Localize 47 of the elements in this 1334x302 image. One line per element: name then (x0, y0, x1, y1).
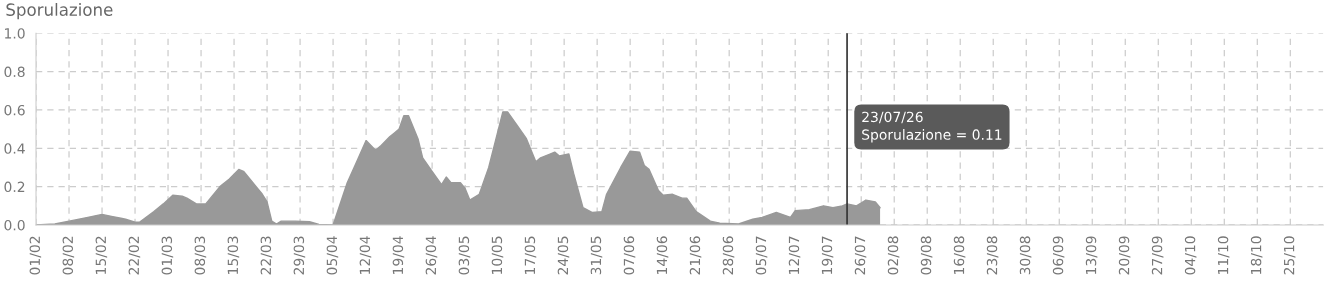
x-tick-label: 03/05 (458, 236, 471, 275)
x-tick-label: 26/07 (854, 236, 867, 275)
x-tick-label: 22/03 (260, 236, 273, 275)
x-tick-label: 17/05 (524, 236, 537, 274)
x-tick-label: 25/10 (1283, 236, 1296, 275)
x-tick-label: 18/10 (1250, 236, 1263, 274)
x-tick-label: 15/02 (95, 236, 108, 274)
x-tick-label: 16/08 (953, 236, 966, 274)
x-tick-label: 08/03 (194, 236, 207, 275)
x-tick-label: 05/07 (755, 236, 768, 275)
x-tick-label: 31/05 (590, 236, 603, 275)
x-tick-label: 27/09 (1151, 236, 1164, 275)
x-tick-label: 15/03 (227, 236, 240, 274)
x-tick-label: 09/08 (920, 236, 933, 275)
y-tick-label: 0.4 (4, 143, 25, 154)
x-tick-label: 05/04 (326, 236, 339, 275)
y-tick-label: 0.6 (4, 104, 25, 116)
x-tick-label: 26/04 (425, 236, 438, 275)
x-tick-label: 19/07 (821, 236, 834, 274)
y-tick-label: 0.8 (4, 66, 25, 78)
y-tick-label: 1.0 (5, 28, 25, 39)
x-tick-label: 30/08 (1019, 236, 1032, 275)
x-tick-label: 13/09 (1085, 236, 1098, 274)
x-tick-label: 23/08 (986, 236, 999, 275)
x-tick-label: 22/02 (128, 236, 141, 275)
x-tick-label: 06/09 (1052, 236, 1065, 275)
x-tick-label: 19/04 (392, 236, 405, 274)
x-tick-label: 01/02 (29, 236, 42, 275)
y-tick-label: 0.2 (4, 181, 25, 193)
annotation: 23/07/26 Sporulazione = 0.11 (862, 111, 1002, 143)
x-tick-label: 08/02 (62, 236, 75, 275)
chart-title: Sporulazione (6, 3, 113, 20)
x-tick-label: 24/05 (557, 236, 570, 275)
y-tick-label: 0.0 (4, 219, 25, 231)
x-tick-label: 10/05 (491, 236, 504, 274)
x-tick-label: 04/10 (1184, 236, 1197, 275)
x-tick-label: 12/04 (359, 236, 372, 274)
x-tick-label: 01/03 (161, 236, 174, 275)
x-tick-label: 11/10 (1217, 236, 1230, 274)
x-tick-label: 20/09 (1118, 236, 1131, 275)
x-tick-label: 12/07 (788, 236, 801, 274)
x-tick-label: 28/06 (722, 236, 735, 275)
x-tick-label: 21/06 (689, 236, 702, 275)
x-tick-label: 07/06 (623, 236, 636, 275)
x-tick-label: 14/06 (656, 236, 669, 274)
x-tick-label: 29/03 (293, 236, 306, 275)
x-tick-label: 02/08 (887, 236, 900, 275)
